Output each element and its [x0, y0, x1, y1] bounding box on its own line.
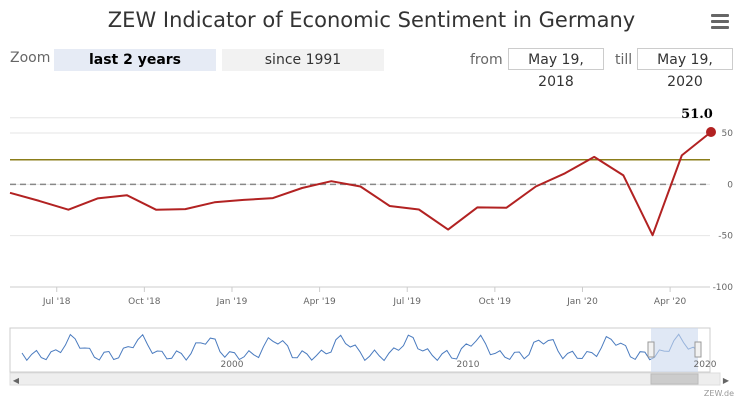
navigator[interactable]: 2000 2010 2020 ◀ ▶ ZEW.de: [9, 327, 734, 398]
navigator-series: [21, 333, 699, 362]
x-tick-label: Jul '19: [392, 297, 421, 307]
grid-lines: [10, 117, 710, 288]
x-tick-label: Jan '19: [216, 297, 248, 307]
y-tick-label: -100: [713, 283, 734, 293]
navigator-selection: [651, 328, 698, 372]
navigator-left-handle: [647, 341, 655, 358]
series-line-path: [9, 131, 712, 237]
x-axis-labels: Jul '18 Oct '18 Jan '19 Apr '19 Jul '19 Oct '…: [42, 287, 687, 307]
scrollbar-thumb: [650, 373, 699, 385]
x-tick-label: Oct '18: [128, 297, 161, 307]
scrollbar-track: [9, 372, 721, 386]
till-label: till: [615, 52, 633, 68]
x-tick-label: Apr '20: [654, 297, 687, 307]
credit-label: ZEW.de: [704, 389, 734, 398]
x-tick-label: Apr '19: [303, 297, 336, 307]
from-label: from: [470, 52, 503, 68]
zoom-button-since-1991[interactable]: since 1991: [222, 49, 384, 71]
x-tick-label: Oct '19: [479, 297, 512, 307]
reference-lines: [10, 158, 710, 186]
navigator-label: 2010: [457, 360, 480, 370]
x-tick-label: Jan '20: [566, 297, 598, 307]
data-label: 51.0: [681, 107, 713, 122]
zoom-label: Zoom: [10, 50, 51, 66]
from-date-input[interactable]: May 19, 2018: [508, 48, 604, 90]
zoom-button-last-2-years[interactable]: last 2 years: [54, 49, 216, 71]
y-tick-label: 50: [722, 129, 734, 139]
scroll-right-icon: ▶: [723, 376, 730, 385]
scroll-left-icon: ◀: [13, 376, 20, 385]
navigator-frame: [9, 327, 711, 373]
hamburger-menu-icon[interactable]: [711, 14, 729, 30]
navigator-label: 2000: [221, 360, 244, 370]
y-axis-labels: 50 0 -50 -100: [713, 129, 734, 293]
series-line: 51.0: [9, 107, 716, 237]
chart-title: ZEW Indicator of Economic Sentiment in G…: [107, 8, 636, 32]
x-tick-label: Jul '18: [42, 297, 71, 307]
y-tick-label: 0: [727, 180, 733, 190]
till-date-input[interactable]: May 19, 2020: [637, 48, 733, 90]
navigator-label: 2020: [694, 360, 717, 370]
data-point: [706, 126, 716, 137]
y-tick-label: -50: [718, 232, 733, 242]
navigator-right-handle: [694, 341, 702, 358]
